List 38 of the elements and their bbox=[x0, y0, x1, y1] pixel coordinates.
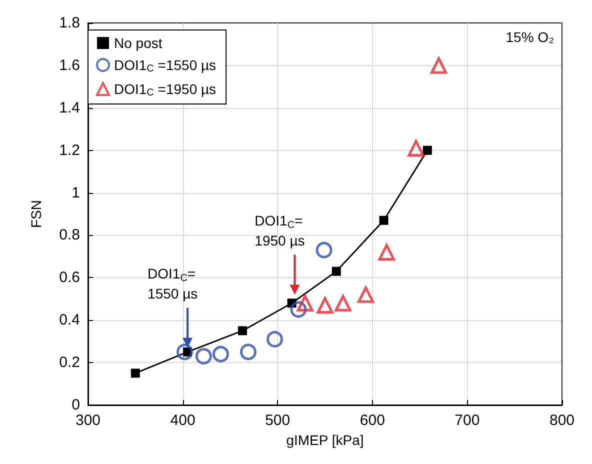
point bbox=[422, 146, 432, 155]
point bbox=[212, 346, 229, 362]
y-tick-label: 1.2 bbox=[59, 142, 80, 159]
point bbox=[378, 244, 395, 260]
y-axis-title: FSN bbox=[28, 200, 44, 228]
y-tick-label: 0.2 bbox=[59, 354, 80, 372]
point bbox=[334, 294, 352, 312]
point bbox=[176, 344, 193, 360]
point bbox=[130, 368, 140, 378]
y-tick-label: 0.6 bbox=[59, 269, 80, 286]
point bbox=[238, 326, 248, 336]
point bbox=[332, 266, 341, 276]
y-tick-label: 0 bbox=[72, 396, 80, 414]
annotation: 15% O₂ bbox=[506, 29, 554, 45]
legend-label: No post bbox=[114, 35, 162, 51]
point bbox=[316, 242, 332, 258]
y-tick-label: 0.8 bbox=[59, 226, 80, 244]
y-tick-label: 1.6 bbox=[59, 56, 80, 74]
x-tick-label: 300 bbox=[75, 412, 101, 429]
point bbox=[408, 140, 424, 156]
y-tick-label: 1.8 bbox=[59, 14, 80, 32]
x-axis-title: gIMEP [kPa] bbox=[286, 432, 364, 448]
y-tick-label: 1 bbox=[72, 184, 80, 202]
x-tick-label: 500 bbox=[265, 412, 290, 429]
y-tick-label: 0.4 bbox=[59, 312, 80, 329]
point bbox=[195, 348, 212, 364]
point bbox=[240, 344, 256, 360]
x-tick-label: 600 bbox=[360, 412, 385, 429]
x-tick-label: 700 bbox=[454, 412, 480, 429]
x-tick-label: 400 bbox=[170, 412, 196, 429]
x-tick-label: 800 bbox=[549, 412, 575, 429]
point bbox=[266, 330, 284, 348]
point bbox=[430, 57, 448, 74]
y-tick-label: 1.4 bbox=[59, 99, 80, 116]
point bbox=[316, 297, 334, 314]
point bbox=[296, 294, 314, 312]
point bbox=[358, 286, 374, 303]
point bbox=[379, 216, 388, 225]
